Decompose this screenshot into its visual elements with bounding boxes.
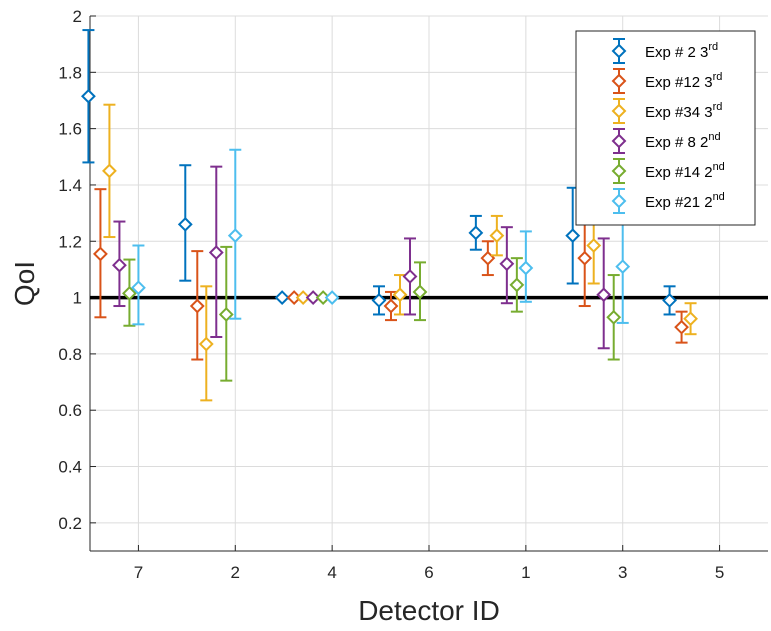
data-point [606, 309, 622, 325]
data-point [218, 307, 234, 322]
data-point [102, 163, 117, 179]
data-point [412, 284, 428, 300]
legend-marker [611, 73, 627, 89]
data-point [371, 292, 387, 308]
legend-marker [611, 163, 627, 179]
data-point [295, 290, 311, 305]
data-point [122, 285, 137, 301]
legend-entry-label: Exp # 8 2nd [645, 131, 721, 151]
data-point [596, 287, 612, 303]
data-point [577, 250, 593, 266]
legend-entry-label: Exp # 2 3rd [645, 41, 718, 61]
data-point [499, 256, 515, 272]
data-point [615, 259, 631, 275]
data-point [674, 319, 689, 335]
y-tick-label: 0.8 [58, 345, 82, 364]
data-point [81, 88, 96, 104]
series-5 [122, 245, 622, 382]
data-point [402, 269, 418, 284]
legend-entry-label: Exp #12 3rd [645, 71, 722, 91]
axes: 0.2 0.4 0.6 0.8 1 1.2 1.4 1.6 1.8 2 7 2 4 6 1 3 5 [58, 7, 768, 582]
data-point [131, 280, 146, 296]
x-tick-label: 3 [618, 563, 627, 582]
data-point [586, 238, 602, 253]
data-point [565, 228, 581, 244]
data-point [177, 216, 193, 232]
data-point [112, 257, 127, 273]
data-point [489, 228, 505, 244]
y-tick-label: 0.4 [58, 458, 82, 477]
x-tick-label: 5 [715, 563, 724, 582]
data-point [189, 298, 205, 314]
data-point [509, 277, 525, 293]
data-point [274, 290, 290, 305]
data-point [468, 225, 484, 241]
y-tick-label: 1 [73, 289, 82, 308]
y-axis-label: QoI [9, 261, 40, 306]
data-point [392, 287, 408, 303]
y-tick-label: 1.4 [58, 176, 82, 195]
y-tick-label: 2 [73, 7, 82, 26]
series-3 [102, 103, 698, 402]
data-point [93, 246, 108, 262]
legend-marker [611, 133, 627, 149]
data-point [518, 260, 534, 276]
legend-marker [611, 193, 627, 209]
data-point [683, 311, 698, 327]
y-tick-label: 1.8 [58, 63, 82, 82]
y-tick-label: 1.2 [58, 232, 82, 251]
x-tick-label: 4 [327, 563, 336, 582]
data-point [208, 245, 224, 260]
x-tick-label: 1 [521, 563, 530, 582]
legend-entry-label: Exp #14 2nd [645, 161, 725, 181]
series-layer [81, 29, 698, 402]
y-tick-label: 0.6 [58, 401, 82, 420]
x-tick-label: 6 [424, 563, 433, 582]
x-tick-label: 2 [231, 563, 240, 582]
legend-marker [611, 43, 627, 59]
legend: Exp # 2 3rd Exp #12 3rd Exp #34 3rd Exp # 8… [575, 30, 756, 226]
x-tick-label: 7 [134, 563, 143, 582]
data-point [662, 292, 677, 308]
data-point [227, 228, 243, 244]
y-tick-label: 0.2 [58, 514, 82, 533]
x-axis-label: Detector ID [358, 595, 500, 626]
legend-entry-label: Exp #21 2nd [645, 191, 725, 211]
data-point [305, 290, 321, 305]
data-point [383, 298, 399, 314]
series-6 [131, 148, 631, 326]
y-tick-label: 1.6 [58, 120, 82, 139]
data-point [198, 336, 214, 352]
legend-box [575, 30, 756, 226]
series-4 [112, 165, 612, 350]
legend-marker [611, 103, 627, 119]
data-point [324, 290, 340, 305]
legend-entry-label: Exp #34 3rd [645, 101, 722, 121]
